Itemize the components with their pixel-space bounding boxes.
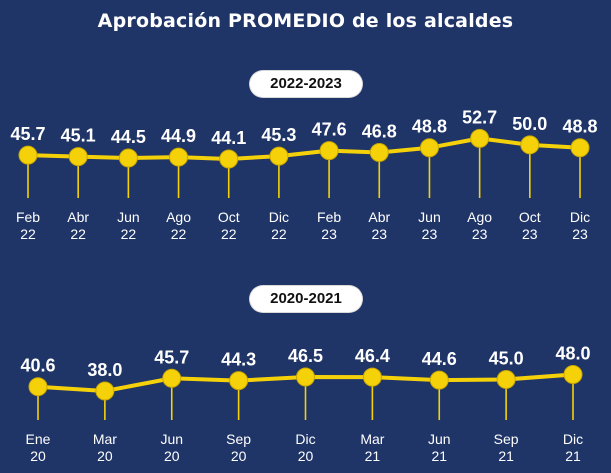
- data-label: 45.3: [261, 125, 296, 145]
- tick-label: Jun 20: [160, 431, 183, 464]
- data-point: [563, 365, 583, 384]
- tick-label: Ago 23: [467, 209, 492, 242]
- data-label: 46.4: [355, 346, 390, 366]
- period-label-2020-2021: 2020-2021: [250, 286, 362, 312]
- data-point: [429, 370, 449, 390]
- chart-title: Aprobación PROMEDIO de los alcaldes: [97, 10, 514, 32]
- data-point: [68, 147, 88, 167]
- data-point: [118, 148, 138, 168]
- data-label: 48.8: [562, 117, 597, 137]
- data-label: 46.5: [288, 346, 323, 366]
- data-point: [229, 371, 249, 391]
- tick-label: Dic 20: [295, 431, 315, 464]
- data-point: [219, 149, 239, 169]
- data-point: [319, 141, 339, 161]
- data-point: [570, 138, 590, 158]
- period-label-2022-2023: 2022-2023: [250, 71, 362, 97]
- tick-label: Sep 20: [226, 431, 251, 464]
- data-label: 44.5: [111, 127, 146, 147]
- tick-label: Jun 23: [418, 209, 441, 242]
- tick-label: Ene 20: [26, 431, 51, 464]
- data-label: 45.7: [154, 347, 189, 367]
- data-label: 45.0: [489, 348, 524, 368]
- tick-label: Mar 21: [360, 431, 384, 464]
- data-point: [470, 128, 490, 148]
- data-point: [362, 367, 382, 387]
- data-point: [520, 135, 540, 155]
- data-label: 44.9: [161, 126, 196, 146]
- data-point: [28, 377, 48, 397]
- data-label: 50.0: [512, 114, 547, 134]
- data-point: [169, 147, 189, 167]
- data-point: [296, 367, 315, 387]
- tick-label: Feb 23: [317, 209, 341, 242]
- tick-label: Abr 22: [67, 209, 89, 242]
- tick-label: Feb 22: [16, 209, 40, 242]
- data-label: 44.3: [221, 350, 256, 370]
- tick-label: Mar 20: [93, 431, 117, 464]
- data-label: 44.1: [211, 128, 246, 148]
- tick-label: Sep 21: [494, 431, 519, 464]
- tick-label: Oct 22: [218, 209, 240, 242]
- tick-label: Jun 21: [428, 431, 451, 464]
- data-point: [419, 138, 439, 158]
- tick-label: Dic 21: [563, 431, 583, 464]
- data-point: [95, 381, 115, 401]
- tick-label: Jun 22: [117, 209, 140, 242]
- tick-label: Abr 23: [368, 209, 390, 242]
- data-point: [369, 143, 389, 163]
- data-point: [162, 368, 182, 388]
- data-label: 52.7: [462, 107, 497, 127]
- data-label: 44.6: [422, 349, 457, 369]
- data-point: [269, 146, 289, 166]
- data-label: 38.0: [87, 360, 122, 380]
- data-label: 48.0: [555, 344, 590, 364]
- data-point: [18, 145, 38, 165]
- data-label: 47.6: [312, 120, 347, 140]
- data-label: 45.1: [61, 126, 96, 146]
- data-label: 40.6: [20, 356, 55, 376]
- tick-label: Dic 22: [269, 209, 289, 242]
- data-label: 45.7: [10, 124, 45, 144]
- data-point: [496, 369, 516, 389]
- tick-label: Ago 22: [166, 209, 191, 242]
- chart-2022-2023: 45.7 45.1 44.5 44.9 44.1 45.3 47.6 46.8 48.8 52.7…: [10, 107, 597, 242]
- tick-label: Oct 23: [519, 209, 541, 242]
- data-label: 48.8: [412, 117, 447, 137]
- tick-label: Dic 23: [570, 209, 590, 242]
- data-label: 46.8: [362, 122, 397, 142]
